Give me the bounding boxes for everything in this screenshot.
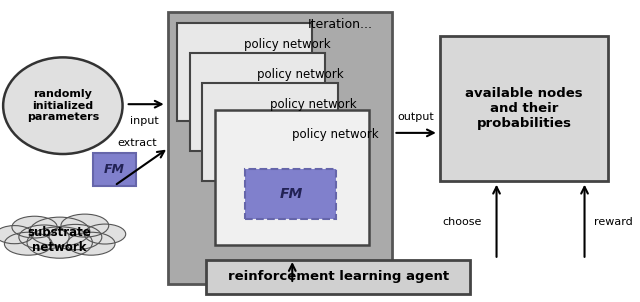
Text: available nodes
and their
probabilities: available nodes and their probabilities xyxy=(465,87,583,130)
Text: policy network: policy network xyxy=(257,68,344,81)
Ellipse shape xyxy=(19,225,69,249)
FancyBboxPatch shape xyxy=(168,12,392,284)
Ellipse shape xyxy=(12,216,57,238)
Ellipse shape xyxy=(27,227,92,258)
Text: output: output xyxy=(397,112,435,122)
FancyBboxPatch shape xyxy=(177,23,312,121)
Ellipse shape xyxy=(0,226,33,244)
FancyBboxPatch shape xyxy=(245,169,336,219)
Ellipse shape xyxy=(29,217,90,246)
Ellipse shape xyxy=(67,232,115,255)
Text: policy network: policy network xyxy=(292,128,378,141)
Text: substrate
network: substrate network xyxy=(28,226,92,254)
Text: FM: FM xyxy=(280,187,303,201)
FancyBboxPatch shape xyxy=(190,53,325,151)
FancyBboxPatch shape xyxy=(440,36,609,181)
FancyBboxPatch shape xyxy=(93,153,136,186)
Text: extract: extract xyxy=(118,138,157,148)
Ellipse shape xyxy=(3,57,123,154)
Text: input: input xyxy=(130,116,159,126)
Text: FM: FM xyxy=(104,162,125,176)
FancyBboxPatch shape xyxy=(202,83,337,181)
Ellipse shape xyxy=(61,214,109,237)
Text: reward: reward xyxy=(594,217,633,227)
Text: policy network: policy network xyxy=(244,38,331,51)
Ellipse shape xyxy=(49,224,102,250)
Text: Iteration...: Iteration... xyxy=(308,18,373,31)
FancyBboxPatch shape xyxy=(215,110,369,245)
Ellipse shape xyxy=(4,232,52,255)
Ellipse shape xyxy=(84,224,125,244)
Text: train: train xyxy=(245,278,271,288)
FancyBboxPatch shape xyxy=(206,260,470,294)
Text: choose: choose xyxy=(442,217,482,227)
Text: randomly
initialized
parameters: randomly initialized parameters xyxy=(27,89,99,122)
Text: reinforcement learning agent: reinforcement learning agent xyxy=(228,270,449,284)
Text: policy network: policy network xyxy=(269,98,356,111)
